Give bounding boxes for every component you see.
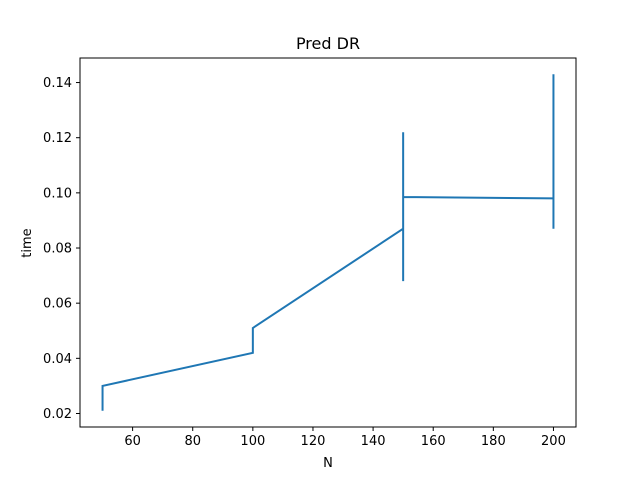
- x-tick-label: 80: [184, 434, 201, 449]
- x-axis-label: N: [323, 456, 333, 471]
- y-tick-label: 0.04: [43, 352, 72, 367]
- x-tick-label: 200: [541, 434, 566, 449]
- y-tick-label: 0.12: [43, 131, 72, 146]
- y-tick-label: 0.08: [43, 242, 72, 257]
- x-tick-label: 100: [240, 434, 265, 449]
- x-tick-label: 160: [421, 434, 446, 449]
- series-line-0: [101, 74, 555, 411]
- y-tick-label: 0.06: [43, 297, 72, 312]
- y-tick-label: 0.14: [43, 76, 72, 91]
- y-axis-label: time: [20, 228, 35, 257]
- chart-title: Pred DR: [296, 34, 360, 53]
- x-tick-label: 140: [361, 434, 386, 449]
- x-tick-label: 180: [481, 434, 506, 449]
- y-tick-label: 0.10: [43, 186, 72, 201]
- x-tick-label: 60: [124, 434, 141, 449]
- x-tick-label: 120: [301, 434, 326, 449]
- plot-area: 60 80 100 120 140 160 180 200 0.02 0.04 0.06 0.08 0.…: [43, 57, 577, 449]
- y-tick-label: 0.02: [43, 407, 72, 422]
- axes-frame: [79, 57, 577, 428]
